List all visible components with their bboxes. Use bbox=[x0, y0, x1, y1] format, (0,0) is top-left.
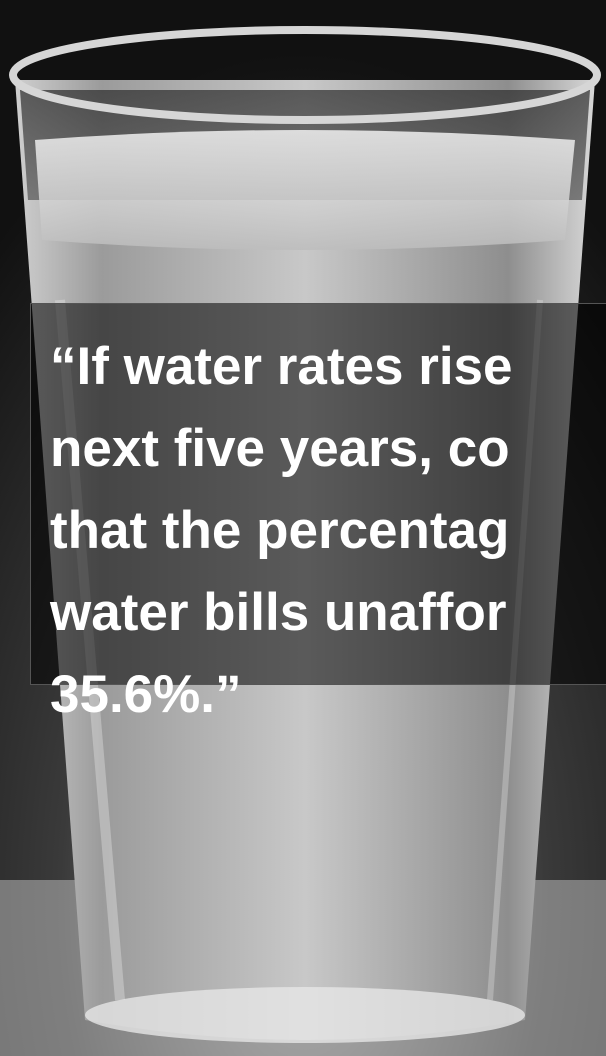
quote-line: next five years, co bbox=[50, 408, 513, 490]
quote-line: that the percentag bbox=[50, 490, 513, 572]
slide: “If water rates rise next five years, co… bbox=[0, 0, 606, 1056]
quote-line: water bills unaffor bbox=[50, 572, 513, 654]
quote: “If water rates rise next five years, co… bbox=[50, 326, 513, 736]
quote-line: 35.6%.” bbox=[50, 654, 513, 736]
quote-line: “If water rates rise bbox=[50, 326, 513, 408]
